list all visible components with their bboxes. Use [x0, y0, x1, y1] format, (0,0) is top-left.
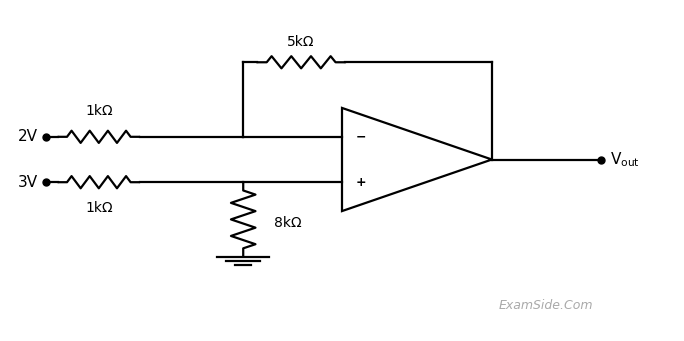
Text: ExamSide.Com: ExamSide.Com	[499, 299, 594, 312]
Text: 2V: 2V	[18, 129, 38, 144]
Text: 5kΩ: 5kΩ	[287, 35, 315, 49]
Text: 1kΩ: 1kΩ	[85, 201, 113, 215]
Text: 8kΩ: 8kΩ	[274, 216, 302, 230]
Text: +: +	[356, 176, 367, 189]
Text: 3V: 3V	[17, 175, 38, 190]
Text: 1kΩ: 1kΩ	[85, 104, 113, 118]
Text: −: −	[356, 130, 367, 143]
Text: $\mathregular{V_{out}}$: $\mathregular{V_{out}}$	[609, 150, 640, 169]
